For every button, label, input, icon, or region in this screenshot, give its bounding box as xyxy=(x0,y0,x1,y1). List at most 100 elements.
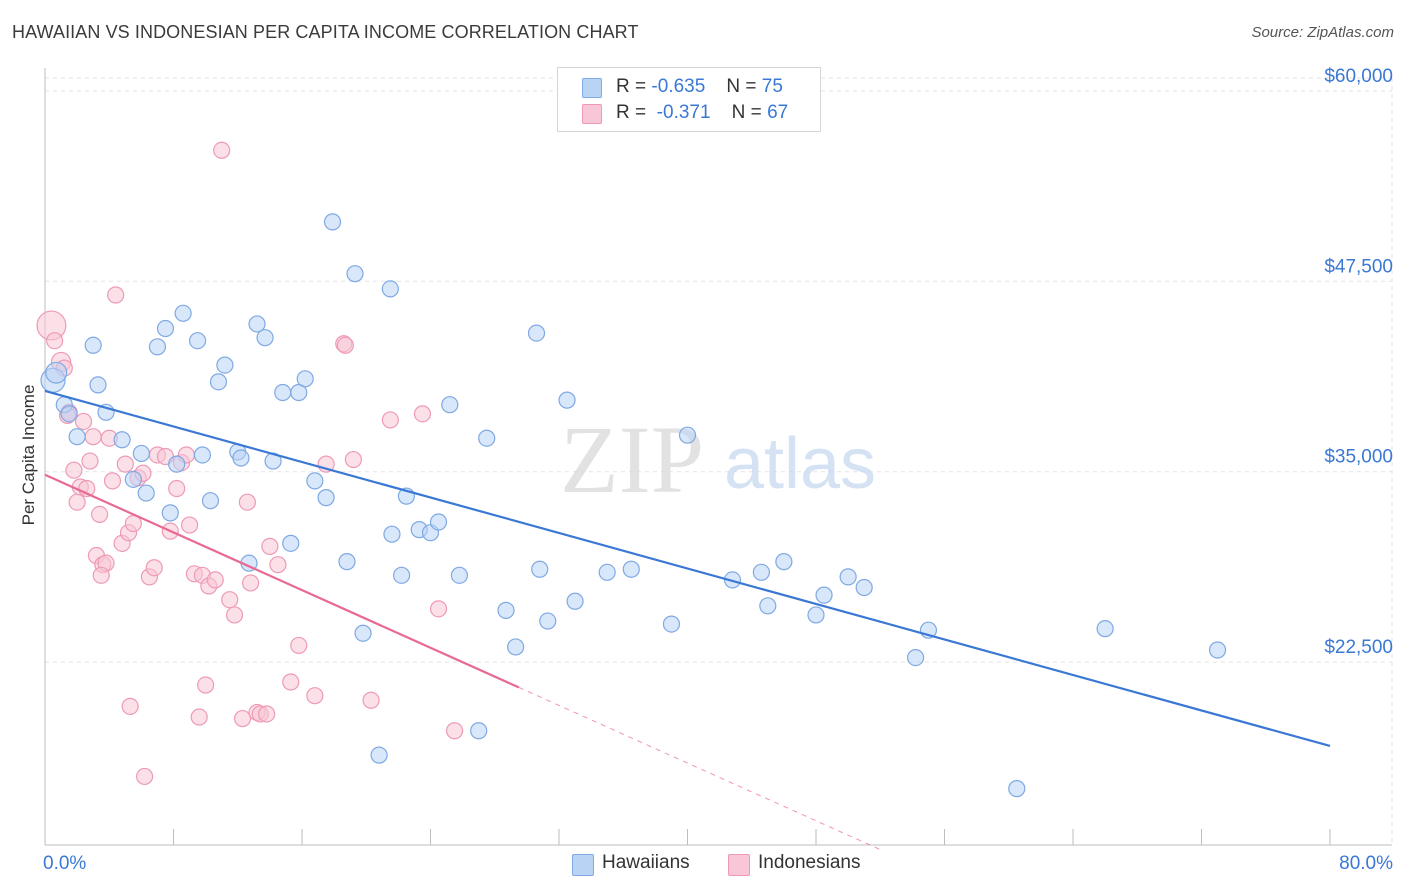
hawaiian-point xyxy=(839,568,857,586)
hawaiian-point xyxy=(317,489,335,507)
indonesian-point xyxy=(145,559,163,577)
bottom-legend-swatch-indonesians xyxy=(728,854,750,876)
hawaiian-point xyxy=(68,428,86,446)
hawaiian-point xyxy=(274,383,292,402)
indonesian-point xyxy=(190,708,208,726)
indonesian-point xyxy=(362,691,380,709)
hawaiian-point xyxy=(148,338,167,356)
legend-r-label: R = xyxy=(616,102,647,123)
hawaiian-point xyxy=(678,426,697,444)
hawaiian-point xyxy=(392,566,411,584)
legend-r-value-hawaiians: -0.635 xyxy=(651,76,706,97)
hawaiian-point xyxy=(256,329,274,347)
hawaiian-point xyxy=(807,606,825,624)
hawaiian-point xyxy=(383,525,401,543)
indonesians-trend-line xyxy=(44,473,520,689)
indonesian-point xyxy=(344,450,362,469)
indonesian-point xyxy=(306,687,324,705)
indonesian-point xyxy=(135,767,154,786)
hawaiians-points xyxy=(40,213,1227,798)
legend-swatch-indonesians xyxy=(582,104,602,124)
hawaiian-point xyxy=(759,597,777,615)
hawaiian-point xyxy=(815,586,833,604)
hawaiian-point xyxy=(161,504,179,522)
watermark-atlas: atlas xyxy=(724,424,876,504)
watermark-zip: ZIP xyxy=(560,406,704,513)
source-label: Source: ZipAtlas.com xyxy=(1251,24,1394,41)
y-tick-label: $22,500 xyxy=(1324,637,1393,658)
indonesian-point xyxy=(413,405,432,423)
hawaiian-point xyxy=(201,492,220,510)
indonesian-point xyxy=(238,493,256,511)
indonesian-point xyxy=(46,332,64,350)
indonesian-point xyxy=(445,722,464,740)
legend-swatch-hawaiians xyxy=(582,78,602,98)
hawaiian-point xyxy=(539,612,557,630)
hawaiian-point xyxy=(527,324,546,342)
indonesian-point xyxy=(81,452,99,470)
bottom-legend-label-indonesians: Indonesians xyxy=(758,852,861,873)
hawaiian-point xyxy=(450,566,469,584)
hawaiian-point xyxy=(84,336,102,354)
hawaiian-point xyxy=(306,472,324,490)
hawaiian-point xyxy=(296,370,314,388)
indonesian-point xyxy=(65,461,83,479)
hawaiian-point xyxy=(346,265,364,283)
indonesians-points xyxy=(36,141,464,786)
y-tick-label: $35,000 xyxy=(1324,447,1393,468)
hawaiian-point xyxy=(1096,620,1114,638)
indonesian-point xyxy=(116,455,134,473)
hawaiian-point xyxy=(497,601,515,619)
hawaiian-point xyxy=(478,429,496,447)
hawaiian-point xyxy=(507,638,525,656)
hawaiian-point xyxy=(558,391,576,409)
indonesian-point xyxy=(213,141,231,159)
indonesian-point xyxy=(103,472,122,490)
hawaiian-point xyxy=(354,624,372,642)
x-tick-label: 0.0% xyxy=(43,853,86,874)
hawaiian-point xyxy=(174,304,192,322)
indonesian-point xyxy=(269,556,287,574)
y-tick-label: $47,500 xyxy=(1324,256,1393,277)
legend-n-label: N = xyxy=(731,102,762,123)
legend-r-value-indonesians: -0.371 xyxy=(656,102,711,123)
hawaiian-point xyxy=(113,431,131,449)
hawaiian-point xyxy=(323,213,342,231)
indonesian-point xyxy=(74,412,93,431)
correlation-legend: R = -0.635 N = 75 R = -0.371 N = 67 xyxy=(557,67,821,132)
hawaiian-point xyxy=(188,332,207,350)
indonesians-trend-extension xyxy=(518,686,881,851)
indonesian-point xyxy=(107,286,125,304)
hawaiian-point xyxy=(470,722,488,740)
indonesian-point xyxy=(336,336,354,354)
legend-r-label: R = xyxy=(616,76,647,97)
bottom-legend-swatch-hawaiians xyxy=(572,854,594,876)
hawaiian-point xyxy=(124,470,142,488)
x-tick-label: 80.0% xyxy=(1339,853,1393,874)
indonesian-point xyxy=(225,606,244,624)
indonesian-point xyxy=(282,673,300,691)
indonesian-point xyxy=(92,566,110,584)
trend-lines xyxy=(44,389,1331,851)
indonesian-point xyxy=(233,709,252,728)
hawaiian-point xyxy=(381,280,399,298)
legend-n-label: N = xyxy=(726,76,757,97)
hawaiian-point xyxy=(248,315,266,333)
indonesian-point xyxy=(242,574,260,592)
axes xyxy=(44,68,1392,846)
hawaiian-point xyxy=(209,373,228,391)
hawaiian-point xyxy=(45,361,68,384)
hawaiian-point xyxy=(370,746,388,764)
bottom-legend-label-hawaiians: Hawaiians xyxy=(602,852,690,873)
hawaiian-point xyxy=(168,455,186,473)
legend-n-value-hawaiians: 75 xyxy=(761,76,783,97)
hawaiian-point xyxy=(662,615,681,633)
indonesian-point xyxy=(68,493,86,511)
indonesian-point xyxy=(84,428,102,446)
indonesian-point xyxy=(290,636,308,655)
y-tick-label: $60,000 xyxy=(1324,66,1393,87)
legend-n-value-indonesians: 67 xyxy=(767,102,789,123)
watermark: ZIP atlas xyxy=(560,406,876,513)
indonesian-point xyxy=(261,537,279,555)
indonesian-point xyxy=(221,591,239,609)
